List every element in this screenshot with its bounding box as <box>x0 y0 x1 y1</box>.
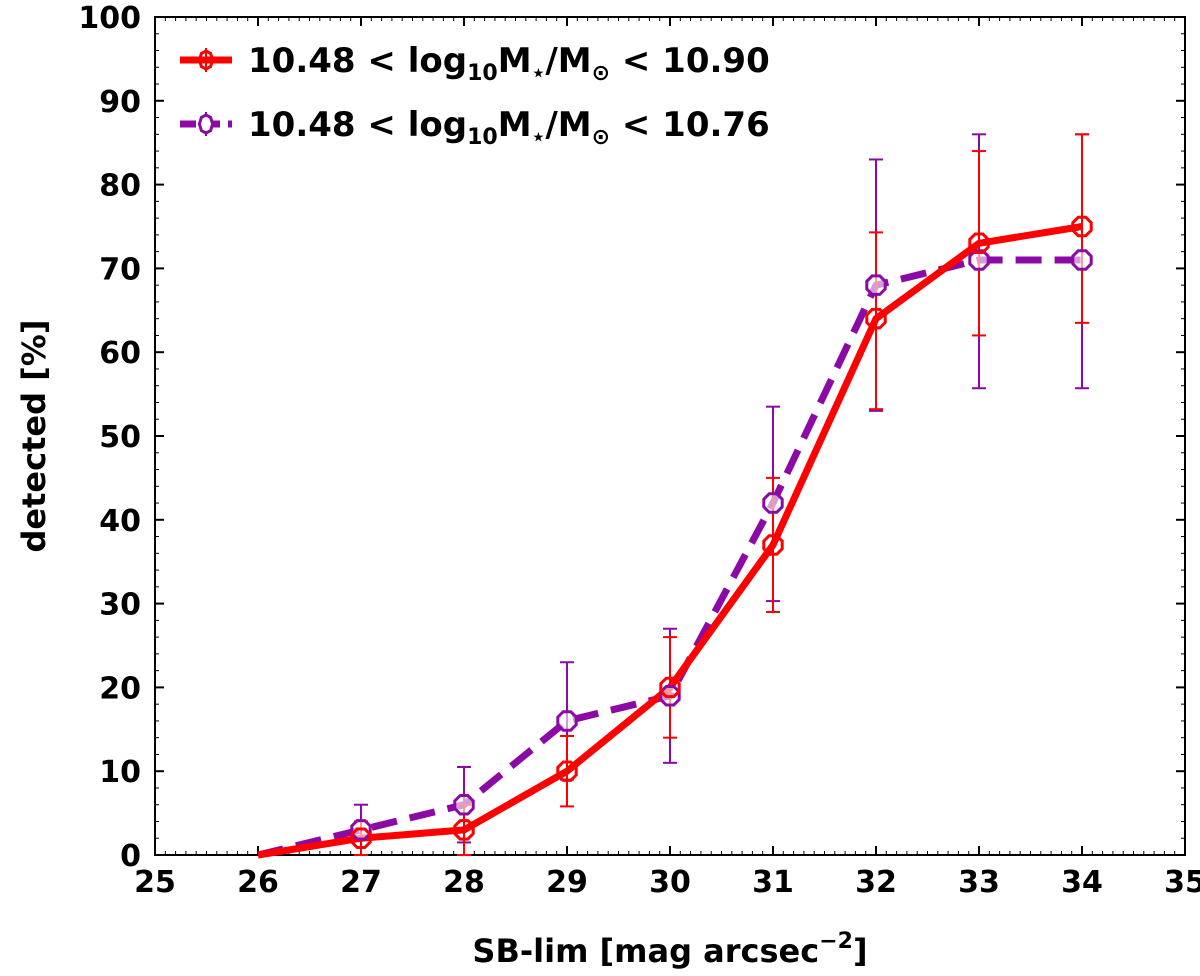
x-tick-label: 25 <box>134 865 176 900</box>
x-tick-label: 32 <box>855 865 897 900</box>
series-0-markers <box>350 215 1093 849</box>
x-tick-label: 27 <box>340 865 382 900</box>
data-point <box>865 307 887 330</box>
data-point <box>762 534 784 556</box>
data-point <box>453 794 475 816</box>
x-tick-label: 35 <box>1164 865 1200 900</box>
data-point <box>350 827 372 849</box>
series-1-markers <box>350 249 1093 841</box>
legend-label-1: 10.48 < log10M⋆/M⊙ < 10.76 <box>248 105 770 150</box>
series-line <box>257 256 1082 859</box>
y-tick-label: 60 <box>99 336 141 371</box>
x-tick-label: 34 <box>1061 865 1103 900</box>
y-tick-label: 0 <box>120 839 141 874</box>
series-1 <box>257 133 1089 859</box>
series-layer <box>257 133 1093 859</box>
y-tick-label: 70 <box>99 252 141 287</box>
y-tick-label: 100 <box>78 1 141 36</box>
x-tick-label: 30 <box>649 865 691 900</box>
x-tick-label: 31 <box>752 865 794 900</box>
x-axis-label-suffix: ] <box>853 932 868 970</box>
y-tick-label: 50 <box>99 420 141 455</box>
data-point <box>453 819 475 841</box>
data-point <box>659 676 681 699</box>
x-axis-label-main: SB-lim [mag arcsec <box>472 932 819 970</box>
x-axis-label: SB-lim [mag arcsec−2] <box>472 929 867 970</box>
data-point <box>968 232 990 254</box>
legend-marker-1 <box>197 113 215 135</box>
y-tick-label: 40 <box>99 504 141 539</box>
data-point <box>1071 249 1093 271</box>
y-tick-label: 80 <box>99 169 141 204</box>
data-point <box>865 274 887 296</box>
y-tick-label: 30 <box>99 588 141 623</box>
legend-entry-0: 10.48 < log10M⋆/M⊙ < 10.90 <box>180 41 770 86</box>
data-point <box>968 249 990 271</box>
y-axis-label: detected [%] <box>15 320 53 553</box>
y-tick-label: 10 <box>99 755 141 790</box>
x-axis-label-exponent: −2 <box>819 929 853 954</box>
x-tick-label: 28 <box>443 865 485 900</box>
data-point <box>556 760 578 782</box>
data-point <box>1071 215 1093 238</box>
y-tick-label: 20 <box>99 671 141 706</box>
legend: 10.48 < log10M⋆/M⊙ < 10.90 10.48 < log10… <box>180 41 770 150</box>
x-tick-label: 26 <box>237 865 279 900</box>
data-point <box>762 492 784 514</box>
y-tick-label: 90 <box>99 85 141 120</box>
legend-label-0: 10.48 < log10M⋆/M⊙ < 10.90 <box>248 41 770 86</box>
tick-labels: 25 26 27 28 29 30 31 32 33 34 35 0 10 20 30 40 50 60 70 80 9… <box>78 1 1200 900</box>
data-point <box>556 710 578 732</box>
series-0 <box>257 133 1089 859</box>
x-tick-label: 33 <box>958 865 1000 900</box>
legend-marker-0 <box>197 49 215 71</box>
x-tick-label: 29 <box>546 865 588 900</box>
legend-entry-1: 10.48 < log10M⋆/M⊙ < 10.76 <box>180 105 770 150</box>
